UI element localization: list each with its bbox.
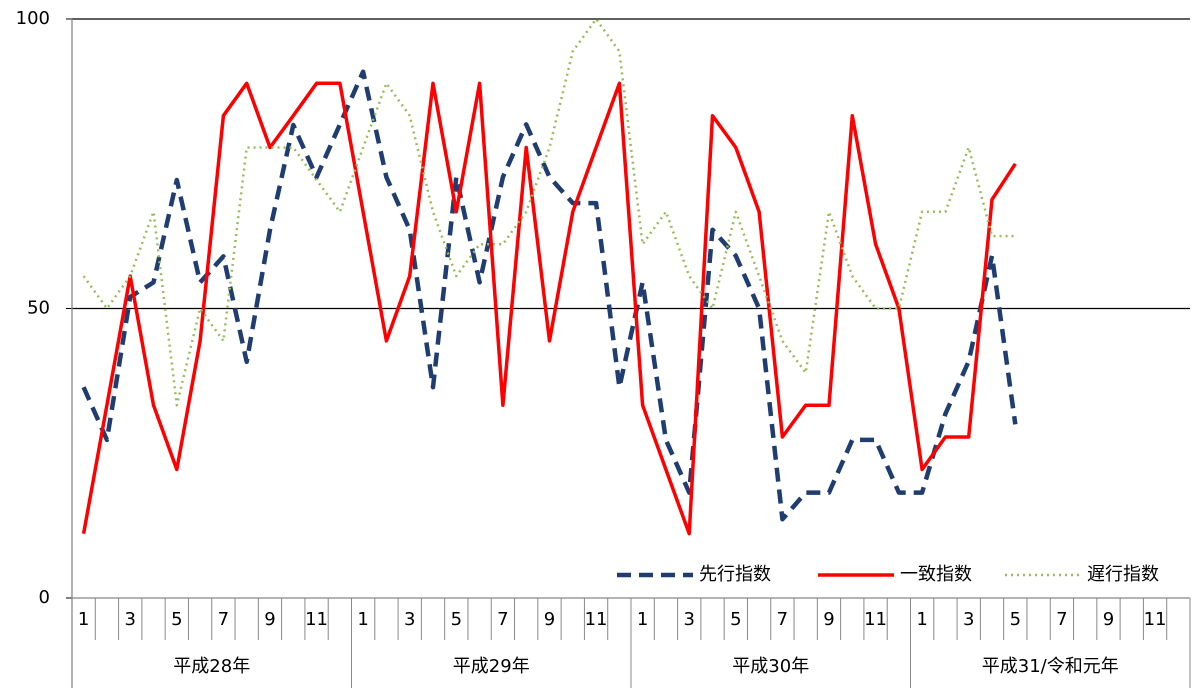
- legend-label: 遅行指数: [1087, 564, 1159, 585]
- x-tick-label: 1: [637, 609, 648, 630]
- y-tick-label: 100: [16, 8, 50, 29]
- x-tick-label: 3: [125, 609, 136, 630]
- x-tick-label: 9: [264, 609, 275, 630]
- x-tick-label: 11: [585, 609, 608, 630]
- series-line: [81, 69, 1018, 522]
- x-tick-label: 11: [305, 609, 328, 630]
- x-tick-label: 3: [404, 609, 415, 630]
- y-tick-label: 0: [39, 587, 50, 608]
- series-line: [81, 81, 1017, 536]
- legend-label: 先行指数: [699, 564, 771, 585]
- series-line: [82, 17, 1016, 407]
- x-group-label: 平成31/令和元年: [982, 656, 1119, 677]
- x-group-label: 平成28年: [173, 656, 250, 677]
- y-tick-label: 50: [27, 298, 50, 319]
- x-tick-label: 1: [78, 609, 89, 630]
- x-group-label: 平成29年: [453, 656, 530, 677]
- x-tick-label: 9: [1103, 609, 1114, 630]
- x-tick-label: 7: [218, 609, 229, 630]
- x-tick-label: 3: [963, 609, 974, 630]
- x-tick-label: 1: [357, 609, 368, 630]
- x-tick-label: 5: [451, 609, 462, 630]
- x-tick-label: 5: [171, 609, 182, 630]
- x-group-label: 平成30年: [732, 656, 809, 677]
- x-tick-label: 7: [777, 609, 788, 630]
- x-tick-label: 7: [497, 609, 508, 630]
- x-tick-label: 11: [1144, 609, 1167, 630]
- x-tick-label: 9: [823, 609, 834, 630]
- x-tick-label: 5: [1010, 609, 1021, 630]
- x-tick-label: 1: [916, 609, 927, 630]
- legend-label: 一致指数: [900, 564, 972, 585]
- x-tick-label: 7: [1056, 609, 1067, 630]
- x-tick-label: 5: [730, 609, 741, 630]
- x-tick-label: 11: [864, 609, 887, 630]
- x-tick-label: 9: [544, 609, 555, 630]
- x-tick-label: 3: [684, 609, 695, 630]
